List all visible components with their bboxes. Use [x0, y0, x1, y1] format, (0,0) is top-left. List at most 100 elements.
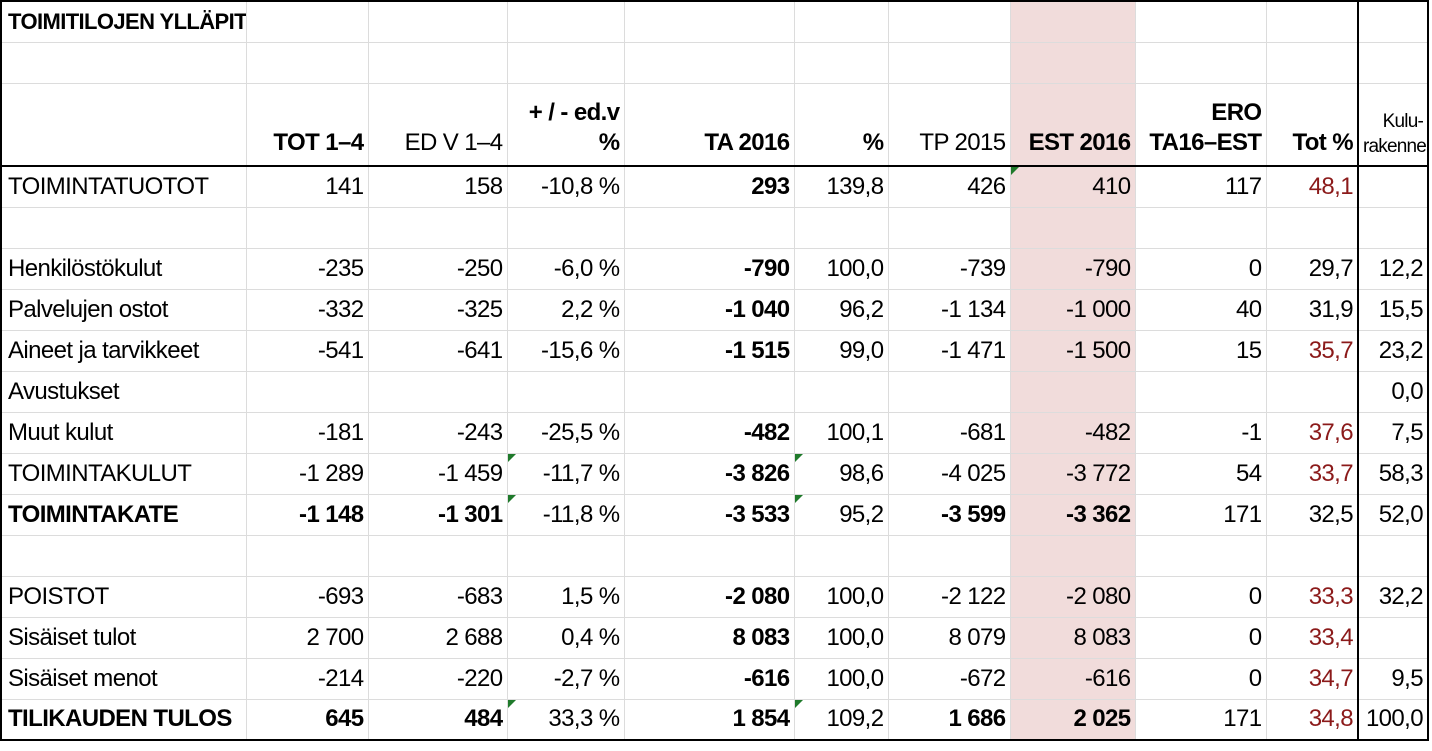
- comment-marker-icon[interactable]: [508, 495, 516, 503]
- cell-pct[interactable]: 96,2: [793, 288, 889, 331]
- cell-change[interactable]: 0,4 %: [506, 616, 625, 659]
- cell-ta[interactable]: [623, 370, 795, 413]
- cell-change[interactable]: -15,6 %: [506, 329, 625, 372]
- cell-est[interactable]: -3 362: [1009, 493, 1136, 536]
- comment-marker-icon[interactable]: [1011, 167, 1019, 175]
- header-label[interactable]: [0, 82, 247, 167]
- cell-ta[interactable]: -3 826: [623, 452, 795, 495]
- header-ero[interactable]: ERO TA16–EST: [1134, 82, 1267, 167]
- cell-ta[interactable]: -1 040: [623, 288, 795, 331]
- cell-tot[interactable]: -693: [245, 575, 369, 618]
- cell-tot[interactable]: -1 148: [245, 493, 369, 536]
- cell-edv[interactable]: 484: [367, 698, 508, 741]
- cell-est[interactable]: 410: [1009, 165, 1136, 208]
- row-label[interactable]: Sisäiset menot: [0, 657, 247, 700]
- cell[interactable]: [1009, 0, 1136, 43]
- cell[interactable]: [1009, 41, 1136, 84]
- cell[interactable]: [1265, 41, 1359, 84]
- cell-totpct[interactable]: 33,4: [1265, 616, 1359, 659]
- cell-kulu[interactable]: [1357, 616, 1429, 659]
- cell-pct[interactable]: 100,0: [793, 575, 889, 618]
- cell-tp[interactable]: -1 134: [887, 288, 1011, 331]
- cell-change[interactable]: -10,8 %: [506, 165, 625, 208]
- cell-ero[interactable]: 54: [1134, 452, 1267, 495]
- cell-tp[interactable]: -672: [887, 657, 1011, 700]
- cell-ta[interactable]: -3 533: [623, 493, 795, 536]
- cell-pct[interactable]: 139,8: [793, 165, 889, 208]
- row-label[interactable]: TOIMINTAKATE: [0, 493, 247, 536]
- cell-tp[interactable]: -2 122: [887, 575, 1011, 618]
- cell[interactable]: [367, 41, 508, 84]
- cell-pct[interactable]: 99,0: [793, 329, 889, 372]
- cell-change[interactable]: [506, 370, 625, 413]
- cell-ta[interactable]: -482: [623, 411, 795, 454]
- cell[interactable]: [623, 534, 795, 577]
- row-label[interactable]: TOIMINTAKULUT: [0, 452, 247, 495]
- cell-ero[interactable]: 0: [1134, 575, 1267, 618]
- cell-ta[interactable]: 1 854: [623, 698, 795, 741]
- cell[interactable]: [1134, 0, 1267, 43]
- cell-tp[interactable]: -739: [887, 247, 1011, 290]
- cell-edv[interactable]: 2 688: [367, 616, 508, 659]
- cell-kulu[interactable]: 15,5: [1357, 288, 1429, 331]
- cell-change[interactable]: 33,3 %: [506, 698, 625, 741]
- cell-edv[interactable]: -1 301: [367, 493, 508, 536]
- cell-tp[interactable]: -3 599: [887, 493, 1011, 536]
- cell-pct[interactable]: 100,0: [793, 247, 889, 290]
- cell-edv[interactable]: -325: [367, 288, 508, 331]
- cell[interactable]: [245, 534, 369, 577]
- cell[interactable]: [1357, 534, 1429, 577]
- cell-kulu[interactable]: 100,0: [1357, 698, 1429, 741]
- header-change[interactable]: + / - ed.v%: [506, 82, 625, 167]
- header-tp[interactable]: TP 2015: [887, 82, 1011, 167]
- cell-edv[interactable]: -1 459: [367, 452, 508, 495]
- cell-totpct[interactable]: 33,3: [1265, 575, 1359, 618]
- row-label[interactable]: Sisäiset tulot: [0, 616, 247, 659]
- cell[interactable]: [793, 41, 889, 84]
- cell-ta[interactable]: -790: [623, 247, 795, 290]
- cell[interactable]: [793, 534, 889, 577]
- cell-change[interactable]: -11,7 %: [506, 452, 625, 495]
- cell-edv[interactable]: -683: [367, 575, 508, 618]
- cell-tp[interactable]: 8 079: [887, 616, 1011, 659]
- cell-edv[interactable]: -243: [367, 411, 508, 454]
- cell-kulu[interactable]: 7,5: [1357, 411, 1429, 454]
- cell-totpct[interactable]: 35,7: [1265, 329, 1359, 372]
- header-pct[interactable]: %: [793, 82, 889, 167]
- cell-ta[interactable]: -1 515: [623, 329, 795, 372]
- cell-tp[interactable]: 426: [887, 165, 1011, 208]
- cell[interactable]: [0, 41, 247, 84]
- cell-tot[interactable]: 645: [245, 698, 369, 741]
- header-edv[interactable]: ED V 1–4: [367, 82, 508, 167]
- cell[interactable]: [623, 41, 795, 84]
- cell[interactable]: [793, 0, 889, 43]
- cell-tot[interactable]: -181: [245, 411, 369, 454]
- cell-totpct[interactable]: 37,6: [1265, 411, 1359, 454]
- cell[interactable]: [1134, 206, 1267, 249]
- cell-tp[interactable]: -1 471: [887, 329, 1011, 372]
- cell-est[interactable]: -482: [1009, 411, 1136, 454]
- cell-tot[interactable]: 141: [245, 165, 369, 208]
- cell-ero[interactable]: 171: [1134, 493, 1267, 536]
- cell-est[interactable]: -1 000: [1009, 288, 1136, 331]
- cell-est[interactable]: -616: [1009, 657, 1136, 700]
- cell-est[interactable]: -3 772: [1009, 452, 1136, 495]
- cell[interactable]: [793, 206, 889, 249]
- cell[interactable]: [506, 534, 625, 577]
- cell-kulu[interactable]: 58,3: [1357, 452, 1429, 495]
- cell-change[interactable]: -11,8 %: [506, 493, 625, 536]
- row-label[interactable]: Henkilöstökulut: [0, 247, 247, 290]
- comment-marker-icon[interactable]: [795, 700, 803, 708]
- cell-tot[interactable]: -541: [245, 329, 369, 372]
- cell-tot[interactable]: 2 700: [245, 616, 369, 659]
- cell[interactable]: [1009, 534, 1136, 577]
- cell[interactable]: [623, 206, 795, 249]
- header-tot[interactable]: TOT 1–4: [245, 82, 369, 167]
- row-label[interactable]: Avustukset: [0, 370, 247, 413]
- cell[interactable]: [887, 0, 1011, 43]
- cell[interactable]: [506, 206, 625, 249]
- comment-marker-icon[interactable]: [795, 454, 803, 462]
- cell-change[interactable]: -25,5 %: [506, 411, 625, 454]
- cell-ta[interactable]: 8 083: [623, 616, 795, 659]
- cell-pct[interactable]: 95,2: [793, 493, 889, 536]
